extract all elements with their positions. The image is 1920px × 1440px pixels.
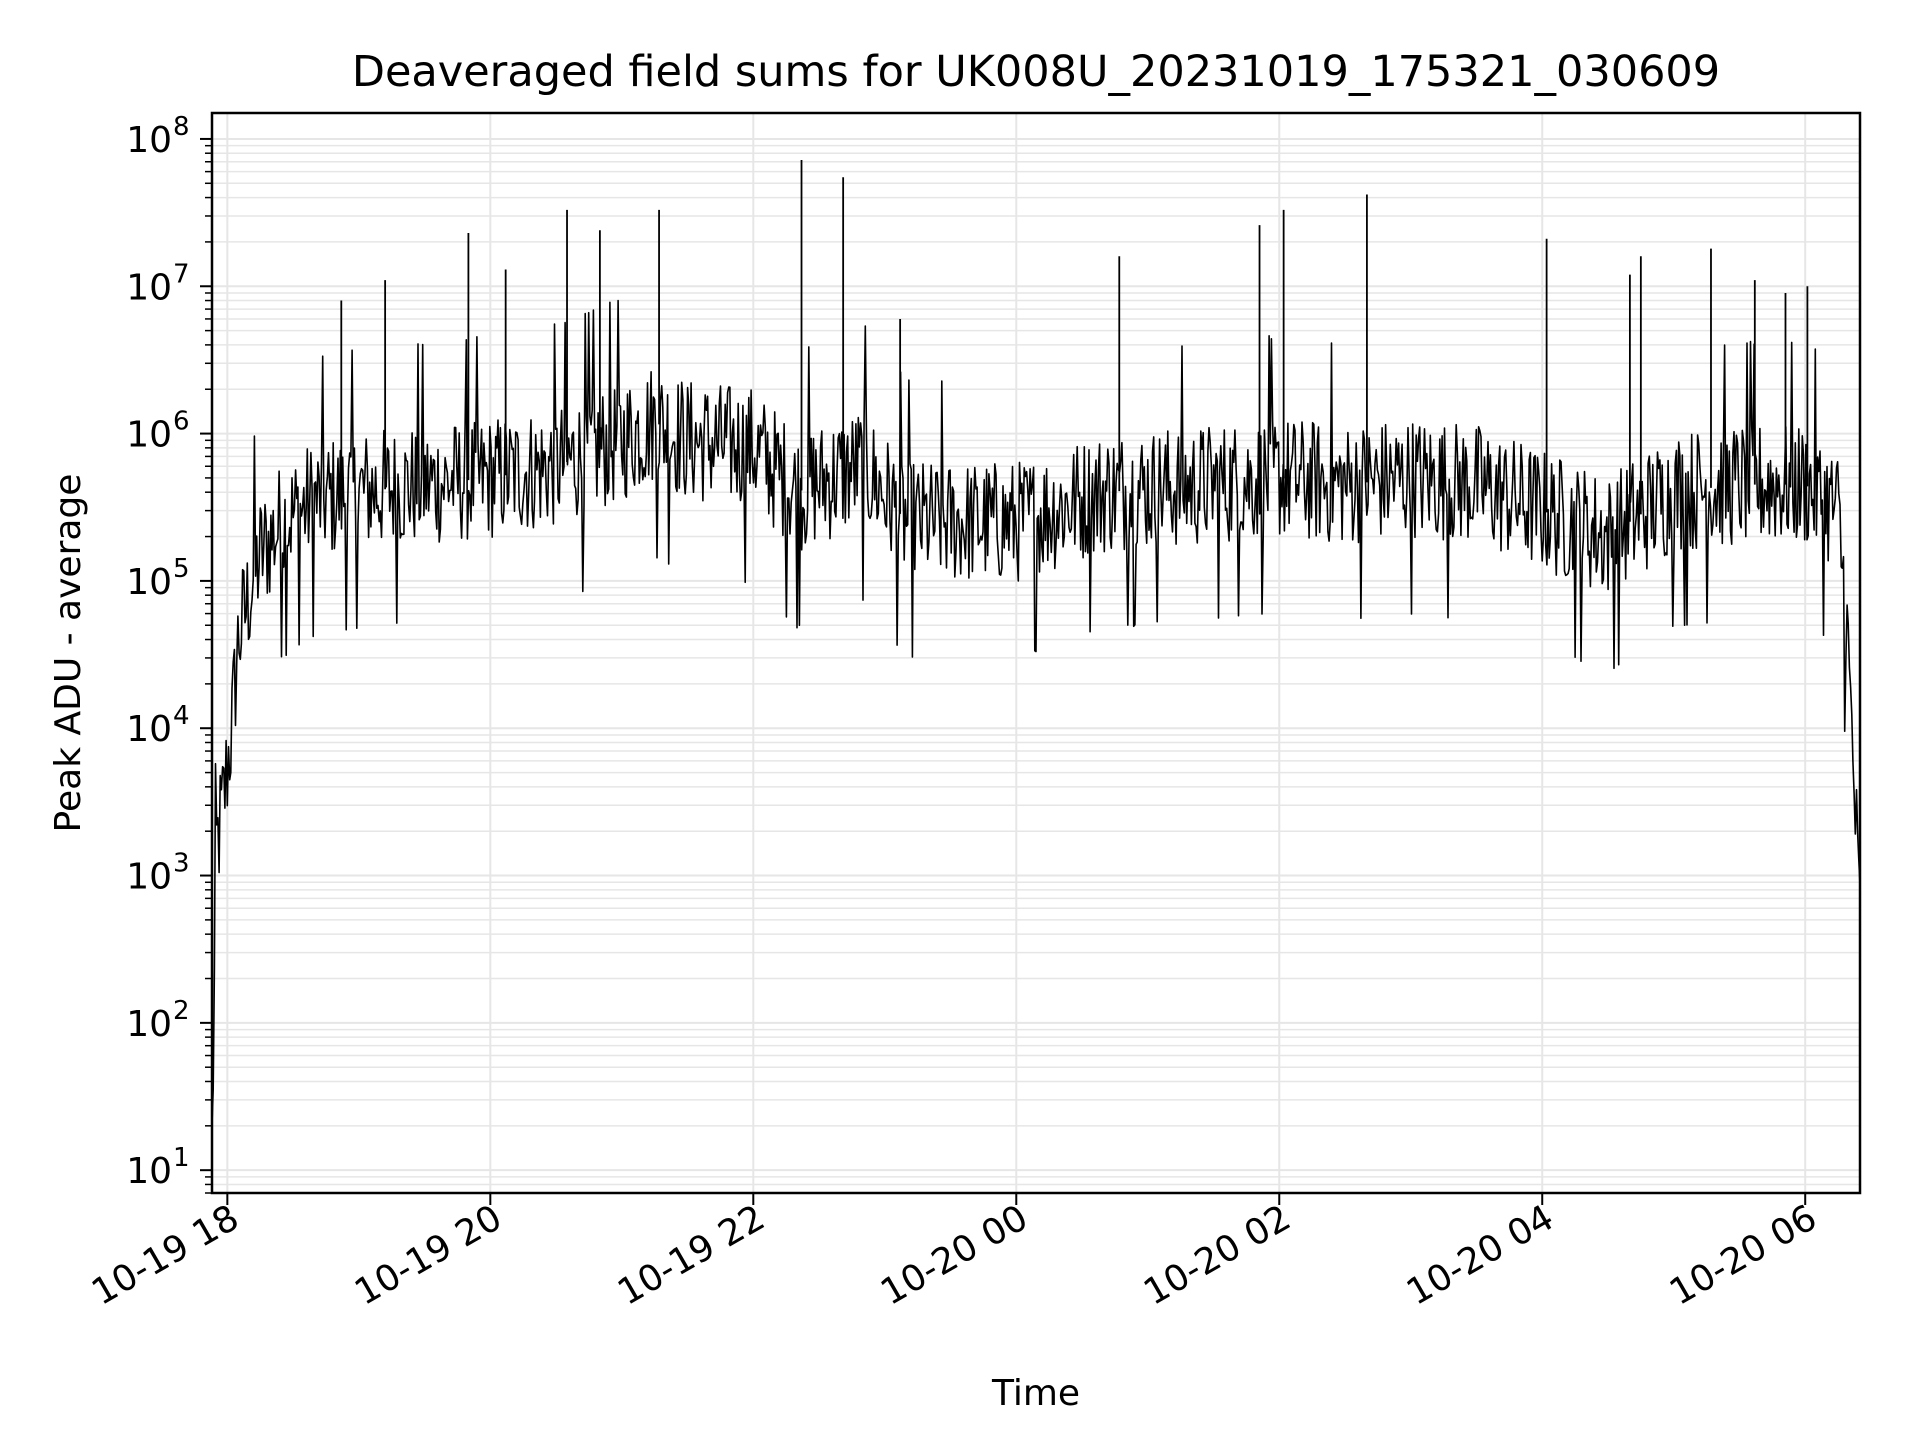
y-tick-exponent: 1	[173, 1143, 190, 1173]
y-tick-exponent: 4	[173, 701, 190, 731]
y-tick-exponent: 8	[173, 112, 190, 142]
y-tick-label: 10	[126, 562, 172, 603]
series-polyline	[211, 299, 1861, 1125]
plot-frame	[210, 111, 1862, 1195]
y-tick-label: 10	[126, 120, 172, 161]
x-axis-label: Time	[991, 1373, 1080, 1414]
y-tick-exponent: 5	[173, 554, 190, 584]
chart-title: Deaveraged field sums for UK008U_2023101…	[352, 47, 1720, 97]
y-tick-exponent: 3	[173, 849, 190, 879]
y-tick-label: 10	[126, 267, 172, 308]
y-tick-label: 10	[126, 857, 172, 898]
y-tick-label: 10	[126, 415, 172, 456]
y-tick-exponent: 2	[173, 996, 190, 1026]
y-tick-exponent: 7	[173, 259, 190, 289]
y-axis-label: Peak ADU - average	[48, 474, 89, 833]
y-tick-label: 10	[126, 1004, 172, 1045]
grid	[212, 113, 1860, 1194]
series-line	[211, 159, 1861, 1125]
y-tick-label: 10	[126, 1151, 172, 1192]
y-tick-exponent: 6	[173, 407, 190, 437]
y-tick-label: 10	[126, 709, 172, 750]
